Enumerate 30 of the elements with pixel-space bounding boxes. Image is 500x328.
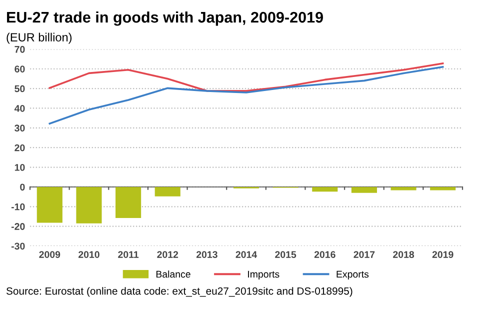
y-tick-label: 60 xyxy=(14,66,25,72)
legend-label: Balance xyxy=(156,270,190,278)
y-tick-label: -30 xyxy=(11,242,25,250)
x-tick-label: 2017 xyxy=(354,251,375,258)
chart-subtitle: (EUR billion) xyxy=(6,32,72,44)
y-tick-label: 40 xyxy=(14,104,25,112)
line-series xyxy=(48,66,444,124)
y-tick-label: 70 xyxy=(14,46,25,53)
y-tick-label: 10 xyxy=(14,164,25,171)
x-tick-label: 2009 xyxy=(39,251,60,258)
y-tick-label: 50 xyxy=(14,85,25,92)
line-series xyxy=(48,62,444,92)
x-tick-label: 2010 xyxy=(78,251,100,258)
x-tick-label: 2016 xyxy=(314,251,336,258)
x-tick-label: 2013 xyxy=(196,251,218,258)
y-tick-label: -20 xyxy=(11,223,25,230)
x-tick-label: 2018 xyxy=(393,251,414,258)
y-tick-label: -10 xyxy=(11,203,25,210)
y-tick-label: 0 xyxy=(20,184,25,191)
x-tick-label: 2015 xyxy=(275,251,296,258)
x-tick-label: 2019 xyxy=(432,251,454,258)
x-tick-label: 2014 xyxy=(236,251,258,258)
legend-label: Exports xyxy=(336,270,369,280)
x-tick-label: 2012 xyxy=(157,251,178,258)
x-tick-label: 2011 xyxy=(118,251,139,258)
chart-title: EU-27 trade in goods with Japan, 2009-2019 xyxy=(7,11,323,26)
legend-label: Imports xyxy=(248,270,280,280)
y-tick-label: 30 xyxy=(14,124,25,132)
source-note: Source: Eurostat (online data code: ext_st_eu27_2019sitc and DS-018995) xyxy=(6,287,352,297)
y-tick-label: 20 xyxy=(14,144,25,152)
